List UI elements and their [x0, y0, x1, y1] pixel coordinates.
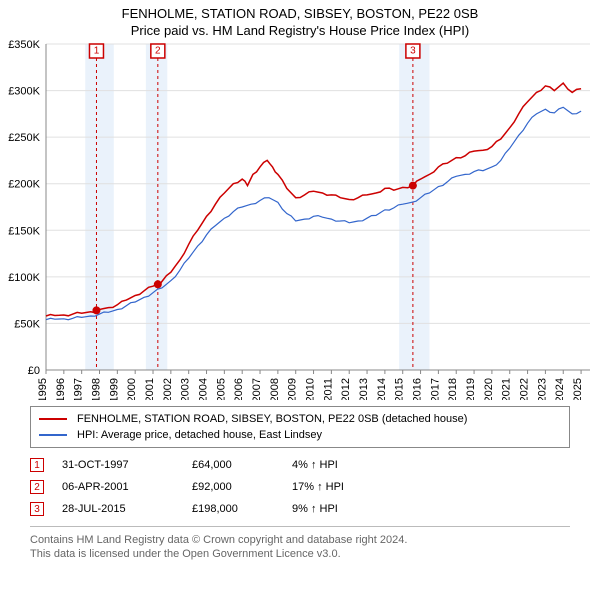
svg-text:2025: 2025 — [572, 378, 584, 400]
legend-item: HPI: Average price, detached house, East… — [39, 427, 561, 443]
event-marker-icon: 3 — [30, 502, 44, 516]
svg-text:2006: 2006 — [233, 378, 245, 400]
event-date: 28-JUL-2015 — [62, 503, 192, 515]
event-price: £198,000 — [192, 503, 292, 515]
legend: FENHOLME, STATION ROAD, SIBSEY, BOSTON, … — [30, 406, 570, 448]
svg-text:3: 3 — [410, 46, 416, 57]
event-row: 3 28-JUL-2015 £198,000 9% ↑ HPI — [30, 498, 570, 520]
svg-text:1995: 1995 — [37, 378, 49, 400]
svg-text:1999: 1999 — [108, 378, 120, 400]
event-marker-icon: 1 — [30, 458, 44, 472]
svg-text:2003: 2003 — [180, 378, 192, 400]
svg-text:£300K: £300K — [8, 86, 40, 98]
title-subtitle: Price paid vs. HM Land Registry's House … — [4, 23, 596, 38]
svg-text:£250K: £250K — [8, 132, 40, 144]
svg-text:1: 1 — [94, 46, 100, 57]
event-row: 1 31-OCT-1997 £64,000 4% ↑ HPI — [30, 454, 570, 476]
svg-text:£150K: £150K — [8, 225, 40, 237]
svg-text:2011: 2011 — [322, 378, 334, 400]
svg-text:2001: 2001 — [144, 378, 156, 400]
svg-text:1998: 1998 — [91, 378, 103, 400]
svg-text:2023: 2023 — [536, 378, 548, 400]
event-pct: 17% ↑ HPI — [292, 481, 412, 493]
legend-item: FENHOLME, STATION ROAD, SIBSEY, BOSTON, … — [39, 411, 561, 427]
svg-text:2017: 2017 — [429, 378, 441, 400]
legend-swatch — [39, 434, 67, 436]
legend-label: HPI: Average price, detached house, East… — [77, 427, 322, 443]
svg-text:2018: 2018 — [447, 378, 459, 400]
svg-text:2014: 2014 — [376, 378, 388, 400]
footer: Contains HM Land Registry data © Crown c… — [30, 526, 570, 561]
svg-text:2000: 2000 — [126, 378, 138, 400]
svg-text:2022: 2022 — [519, 378, 531, 400]
svg-text:2: 2 — [155, 46, 161, 57]
svg-text:£100K: £100K — [8, 272, 40, 284]
svg-text:2020: 2020 — [483, 378, 495, 400]
svg-text:1997: 1997 — [73, 378, 85, 400]
svg-text:2013: 2013 — [358, 378, 370, 400]
footer-line: This data is licensed under the Open Gov… — [30, 547, 570, 561]
chart-plot: £0 £50K £100K £150K £200K £250K £300K £350K 1995… — [0, 40, 600, 400]
event-list: 1 31-OCT-1997 £64,000 4% ↑ HPI 2 06-APR-… — [30, 454, 570, 520]
event-date: 06-APR-2001 — [62, 481, 192, 493]
svg-text:1996: 1996 — [55, 378, 67, 400]
title-address: FENHOLME, STATION ROAD, SIBSEY, BOSTON, … — [4, 6, 596, 21]
svg-text:£50K: £50K — [14, 318, 40, 330]
svg-text:2024: 2024 — [554, 378, 566, 400]
footer-line: Contains HM Land Registry data © Crown c… — [30, 533, 570, 547]
event-pct: 9% ↑ HPI — [292, 503, 412, 515]
svg-text:£200K: £200K — [8, 179, 40, 191]
svg-text:2004: 2004 — [198, 378, 210, 400]
svg-text:2002: 2002 — [162, 378, 174, 400]
svg-text:2010: 2010 — [305, 378, 317, 400]
svg-text:2008: 2008 — [269, 378, 281, 400]
svg-text:£0: £0 — [28, 365, 40, 377]
svg-text:2019: 2019 — [465, 378, 477, 400]
svg-text:2007: 2007 — [251, 378, 263, 400]
titles: FENHOLME, STATION ROAD, SIBSEY, BOSTON, … — [0, 0, 600, 40]
svg-text:£350K: £350K — [8, 40, 40, 51]
legend-label: FENHOLME, STATION ROAD, SIBSEY, BOSTON, … — [77, 411, 467, 427]
event-price: £92,000 — [192, 481, 292, 493]
svg-text:2016: 2016 — [412, 378, 424, 400]
event-marker-icon: 2 — [30, 480, 44, 494]
event-date: 31-OCT-1997 — [62, 459, 192, 471]
line-chart-svg: £0 £50K £100K £150K £200K £250K £300K £350K 1995… — [0, 40, 600, 400]
legend-swatch — [39, 418, 67, 420]
chart-container: FENHOLME, STATION ROAD, SIBSEY, BOSTON, … — [0, 0, 600, 561]
svg-text:2015: 2015 — [394, 378, 406, 400]
svg-text:2021: 2021 — [501, 378, 513, 400]
event-pct: 4% ↑ HPI — [292, 459, 412, 471]
svg-text:2009: 2009 — [287, 378, 299, 400]
svg-text:2012: 2012 — [340, 378, 352, 400]
event-row: 2 06-APR-2001 £92,000 17% ↑ HPI — [30, 476, 570, 498]
svg-text:2005: 2005 — [215, 378, 227, 400]
event-price: £64,000 — [192, 459, 292, 471]
